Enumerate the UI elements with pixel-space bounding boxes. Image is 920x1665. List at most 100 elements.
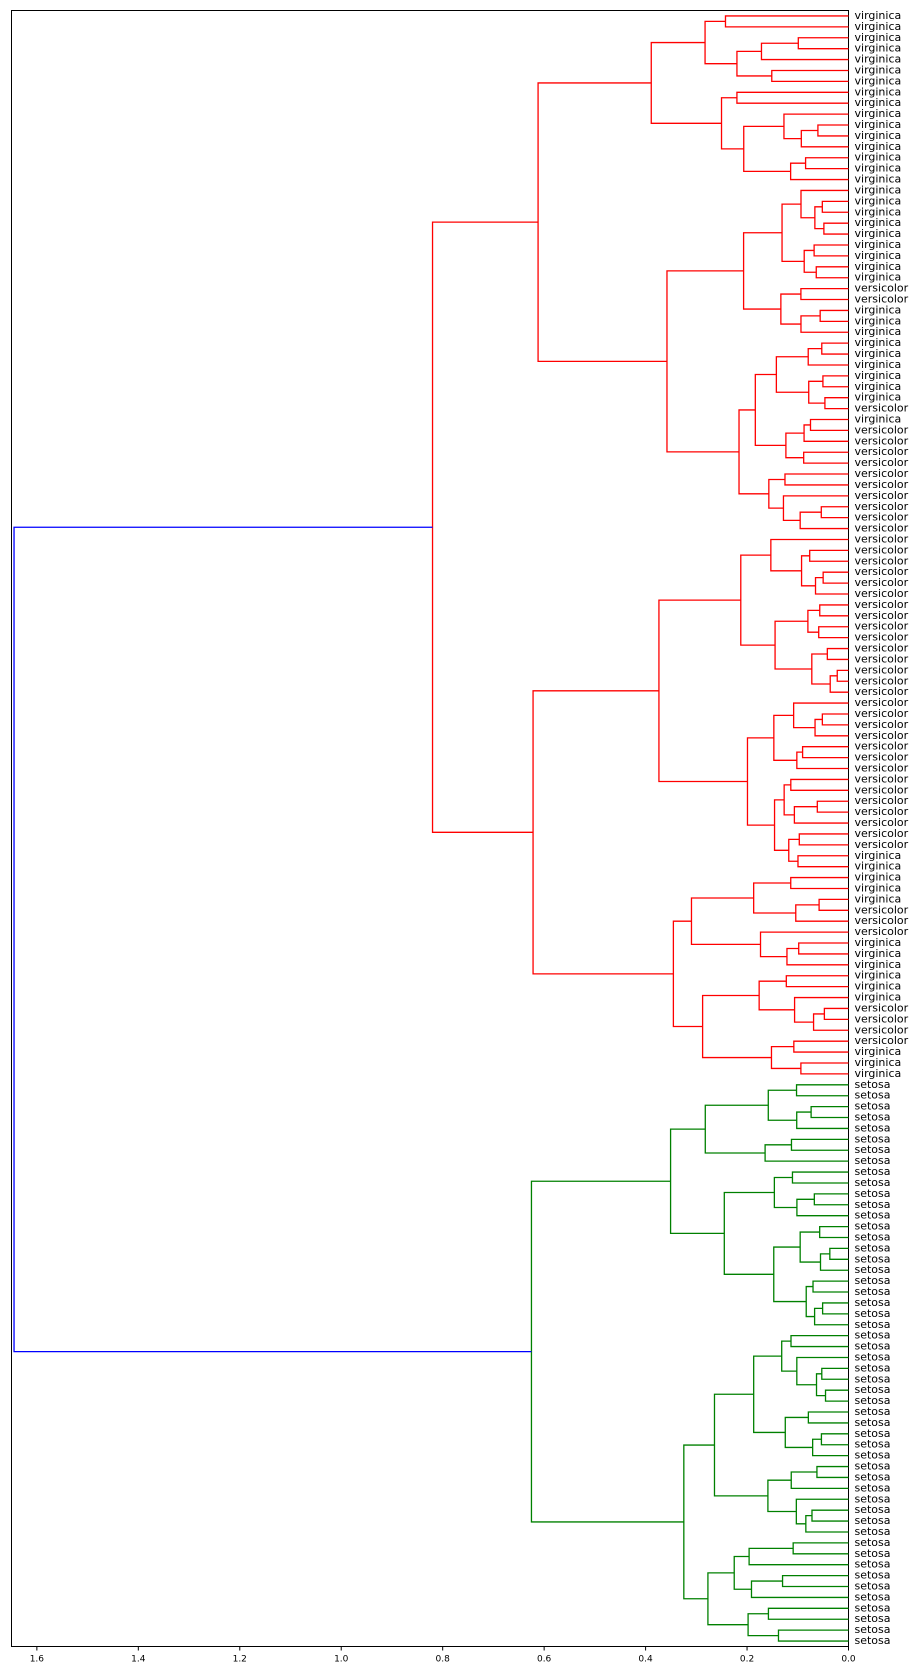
leaf-label: virginica — [855, 85, 902, 98]
leaf-label: virginica — [855, 336, 902, 349]
leaf-label: versicolor — [855, 489, 909, 502]
leaf-label: versicolor — [855, 467, 909, 480]
dendrogram-link — [783, 113, 849, 140]
dendrogram-link — [773, 1176, 797, 1209]
dendrogram-link — [812, 1438, 849, 1457]
leaf-label: virginica — [855, 238, 902, 251]
leaf-label: setosa — [855, 1111, 891, 1124]
dendrogram-link — [753, 882, 796, 914]
dendrogram-link — [701, 994, 772, 1059]
leaf-label: virginica — [855, 958, 902, 971]
leaf-label: virginica — [855, 107, 902, 120]
leaf-label: versicolor — [855, 423, 909, 436]
leaf-label: setosa — [855, 1590, 891, 1603]
leaf-label: setosa — [855, 1220, 891, 1233]
leaf-label: setosa — [855, 1100, 891, 1113]
leaf-label: virginica — [855, 140, 902, 153]
dendrogram-link — [815, 1373, 826, 1397]
dendrogram-link — [829, 675, 849, 693]
leaf-label: virginica — [855, 42, 902, 55]
dendrogram-link — [704, 1104, 769, 1154]
leaf-label: virginica — [855, 391, 902, 404]
leaf-label: versicolor — [855, 914, 909, 927]
dendrogram-link — [813, 1193, 849, 1206]
dendrogram-link — [811, 1509, 849, 1522]
leaf-label: versicolor — [855, 772, 909, 785]
dendrogram-link — [658, 599, 748, 783]
leaf-label: setosa — [855, 1481, 891, 1494]
leaf-label: virginica — [855, 74, 902, 87]
leaf-label: setosa — [855, 1372, 891, 1385]
leaf-label: setosa — [855, 1612, 891, 1625]
x-tick-label: 0.6 — [537, 1655, 552, 1665]
leaf-label: setosa — [855, 1231, 891, 1244]
leaf-label: setosa — [855, 1187, 891, 1200]
leaf-label: versicolor — [855, 827, 909, 840]
dendrogram-link — [771, 69, 849, 83]
leaf-label: setosa — [855, 1623, 891, 1636]
leaf-label: virginica — [855, 9, 902, 22]
leaf-label: versicolor — [855, 642, 909, 655]
leaf-label: setosa — [855, 1470, 891, 1483]
dendrogram-link — [819, 604, 849, 617]
leaf-label: virginica — [855, 173, 902, 186]
dendrogram-link — [805, 1285, 815, 1318]
leaf-label: virginica — [855, 303, 902, 316]
dendrogram-link — [758, 980, 795, 1011]
leaf-label: setosa — [855, 1318, 891, 1331]
leaf-label: versicolor — [855, 543, 909, 556]
leaf-label: virginica — [855, 413, 902, 426]
dendrogram-link — [796, 1111, 849, 1130]
leaf-label: versicolor — [855, 1012, 909, 1025]
leaf-label: setosa — [855, 1503, 891, 1516]
dendrogram-link — [800, 555, 816, 587]
x-tick-label: 0.0 — [841, 1655, 856, 1665]
dendrogram-link — [836, 669, 849, 682]
dendrogram-link — [820, 506, 849, 519]
x-tick-label: 1.4 — [131, 1655, 146, 1665]
leaf-label: versicolor — [855, 445, 909, 458]
leaf-label: versicolor — [855, 652, 909, 665]
leaf-label: virginica — [855, 194, 902, 207]
leaf-label: versicolor — [855, 838, 909, 851]
dendrogram-link — [777, 1629, 849, 1642]
dendrogram-link — [805, 1514, 849, 1533]
dendrogram-link — [795, 1498, 849, 1525]
leaf-label: versicolor — [855, 402, 909, 415]
leaf-label: virginica — [855, 260, 902, 273]
leaf-label: versicolor — [855, 631, 909, 644]
leaf-label: setosa — [855, 1525, 891, 1538]
leaf-label: virginica — [855, 96, 902, 109]
leaf-label: setosa — [855, 1416, 891, 1429]
leaf-label: setosa — [855, 1165, 891, 1178]
dendrogram-link — [812, 1013, 849, 1031]
leaf-label: versicolor — [855, 685, 909, 698]
dendrogram-link — [792, 1542, 849, 1555]
leaf-label: versicolor — [855, 696, 909, 709]
dendrogram-link — [821, 713, 849, 726]
leaf-label: versicolor — [855, 609, 909, 622]
dendrogram-link — [754, 373, 786, 447]
leaf-label: versicolor — [855, 805, 909, 818]
leaf-label: virginica — [855, 860, 902, 873]
leaf-label: virginica — [855, 969, 902, 982]
leaf-label: virginica — [855, 947, 902, 960]
dendrogram-link — [793, 996, 849, 1023]
dendrogram-link — [781, 1574, 849, 1588]
leaf-label: versicolor — [855, 674, 909, 687]
dendrogram-link — [683, 1444, 715, 1600]
leaf-label: setosa — [855, 1078, 891, 1091]
x-tick-label: 1.2 — [233, 1655, 247, 1665]
dendrogram-link — [785, 975, 849, 988]
dendrogram-link — [800, 189, 849, 219]
leaf-label: versicolor — [855, 434, 909, 447]
dendrogram-link — [790, 778, 849, 791]
leaf-label: setosa — [855, 1263, 891, 1276]
dendrogram-link — [713, 1393, 768, 1497]
leaf-label: versicolor — [855, 532, 909, 545]
dendrogram-link — [826, 647, 849, 661]
leaf-label: setosa — [855, 1350, 891, 1363]
leaf-label: virginica — [855, 871, 902, 884]
leaf-label: setosa — [855, 1121, 891, 1134]
leaf-label: virginica — [855, 936, 902, 949]
